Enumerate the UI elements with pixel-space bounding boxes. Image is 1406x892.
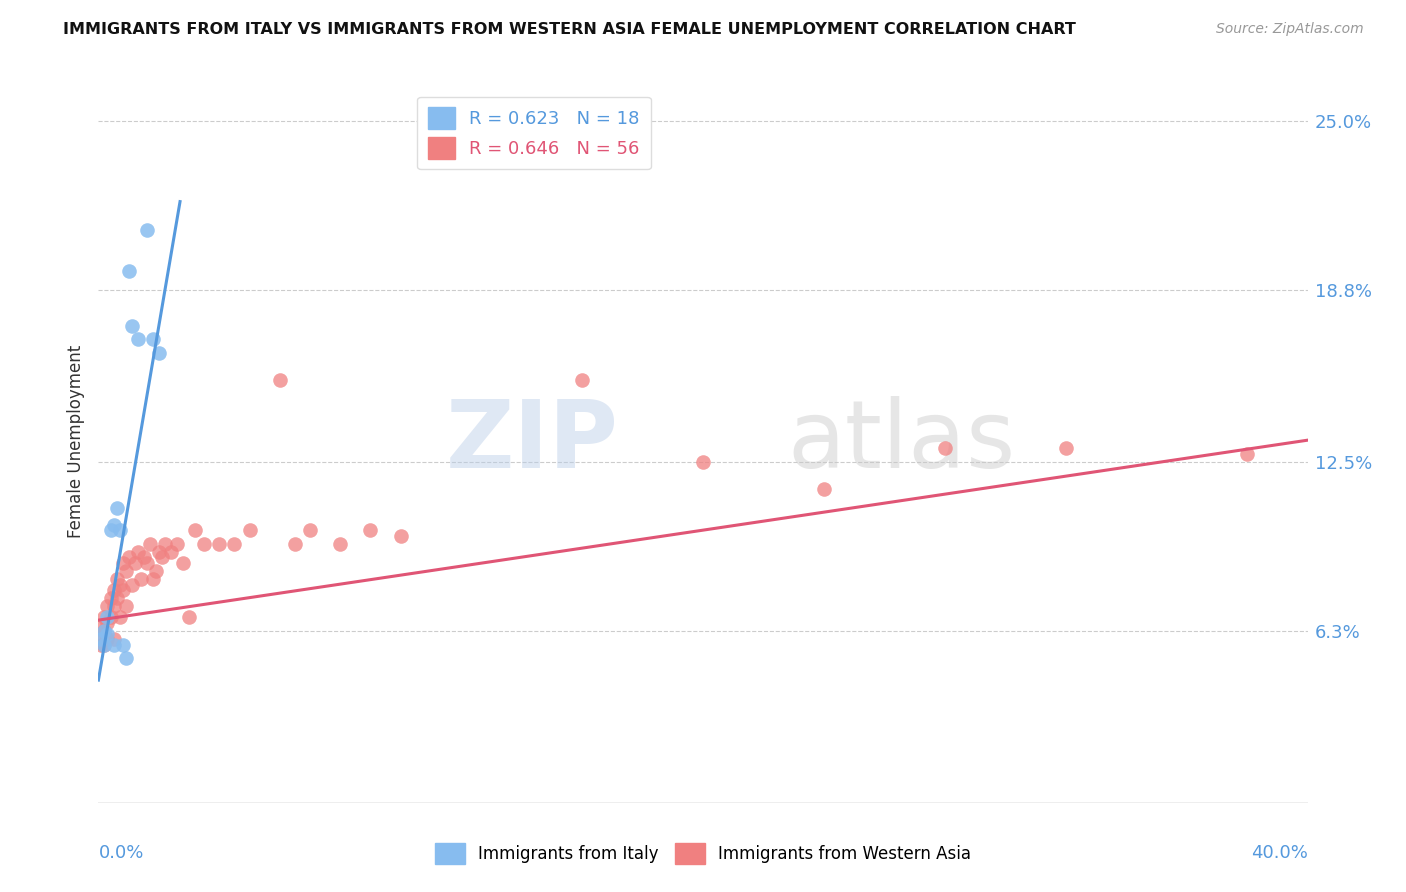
- Point: [127, 545, 149, 559]
- Point: [284, 537, 307, 551]
- Point: [269, 373, 291, 387]
- Point: [108, 523, 131, 537]
- Point: [153, 537, 176, 551]
- Point: [239, 523, 262, 537]
- Text: Source: ZipAtlas.com: Source: ZipAtlas.com: [1216, 22, 1364, 37]
- Text: IMMIGRANTS FROM ITALY VS IMMIGRANTS FROM WESTERN ASIA FEMALE UNEMPLOYMENT CORREL: IMMIGRANTS FROM ITALY VS IMMIGRANTS FROM…: [63, 22, 1076, 37]
- Point: [105, 591, 128, 606]
- Point: [100, 591, 122, 606]
- Point: [118, 550, 141, 565]
- Point: [90, 626, 112, 640]
- Point: [160, 545, 183, 559]
- Point: [96, 615, 118, 630]
- Point: [166, 537, 188, 551]
- Point: [148, 545, 170, 559]
- Legend: R = 0.623   N = 18, R = 0.646   N = 56: R = 0.623 N = 18, R = 0.646 N = 56: [418, 96, 651, 169]
- Point: [329, 537, 352, 551]
- Point: [114, 599, 136, 614]
- Text: 40.0%: 40.0%: [1251, 844, 1308, 862]
- Point: [121, 318, 143, 333]
- Legend: Immigrants from Italy, Immigrants from Western Asia: Immigrants from Italy, Immigrants from W…: [427, 837, 979, 871]
- Point: [111, 556, 134, 570]
- Point: [105, 572, 128, 586]
- Point: [692, 455, 714, 469]
- Point: [129, 572, 152, 586]
- Point: [93, 624, 115, 638]
- Point: [299, 523, 322, 537]
- Point: [148, 346, 170, 360]
- Point: [389, 528, 412, 542]
- Point: [108, 577, 131, 591]
- Point: [145, 564, 167, 578]
- Point: [132, 550, 155, 565]
- Point: [127, 332, 149, 346]
- Point: [179, 610, 201, 624]
- Point: [150, 550, 173, 565]
- Point: [124, 556, 146, 570]
- Point: [90, 632, 112, 647]
- Point: [105, 501, 128, 516]
- Point: [90, 618, 112, 632]
- Point: [96, 632, 118, 647]
- Point: [1054, 442, 1077, 456]
- Point: [184, 523, 207, 537]
- Text: ZIP: ZIP: [446, 395, 619, 488]
- Point: [96, 599, 118, 614]
- Point: [1236, 447, 1258, 461]
- Point: [103, 583, 125, 598]
- Point: [114, 651, 136, 665]
- Point: [100, 523, 122, 537]
- Point: [100, 610, 122, 624]
- Point: [114, 564, 136, 578]
- Point: [93, 638, 115, 652]
- Point: [224, 537, 246, 551]
- Point: [172, 556, 194, 570]
- Point: [135, 223, 157, 237]
- Point: [111, 638, 134, 652]
- Point: [93, 624, 115, 638]
- Point: [135, 556, 157, 570]
- Point: [571, 373, 593, 387]
- Point: [103, 638, 125, 652]
- Point: [193, 537, 215, 551]
- Point: [139, 537, 162, 551]
- Point: [111, 583, 134, 598]
- Point: [103, 632, 125, 647]
- Point: [118, 264, 141, 278]
- Point: [90, 638, 112, 652]
- Point: [103, 599, 125, 614]
- Text: 0.0%: 0.0%: [98, 844, 143, 862]
- Y-axis label: Female Unemployment: Female Unemployment: [66, 345, 84, 538]
- Point: [142, 332, 165, 346]
- Text: atlas: atlas: [787, 395, 1017, 488]
- Point: [108, 610, 131, 624]
- Point: [96, 626, 118, 640]
- Point: [103, 517, 125, 532]
- Point: [142, 572, 165, 586]
- Point: [360, 523, 382, 537]
- Point: [93, 610, 115, 624]
- Point: [121, 577, 143, 591]
- Point: [813, 482, 835, 496]
- Point: [96, 610, 118, 624]
- Point: [93, 638, 115, 652]
- Point: [208, 537, 231, 551]
- Point: [934, 442, 956, 456]
